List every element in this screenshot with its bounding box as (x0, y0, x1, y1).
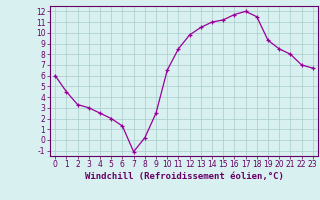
X-axis label: Windchill (Refroidissement éolien,°C): Windchill (Refroidissement éolien,°C) (84, 172, 284, 181)
